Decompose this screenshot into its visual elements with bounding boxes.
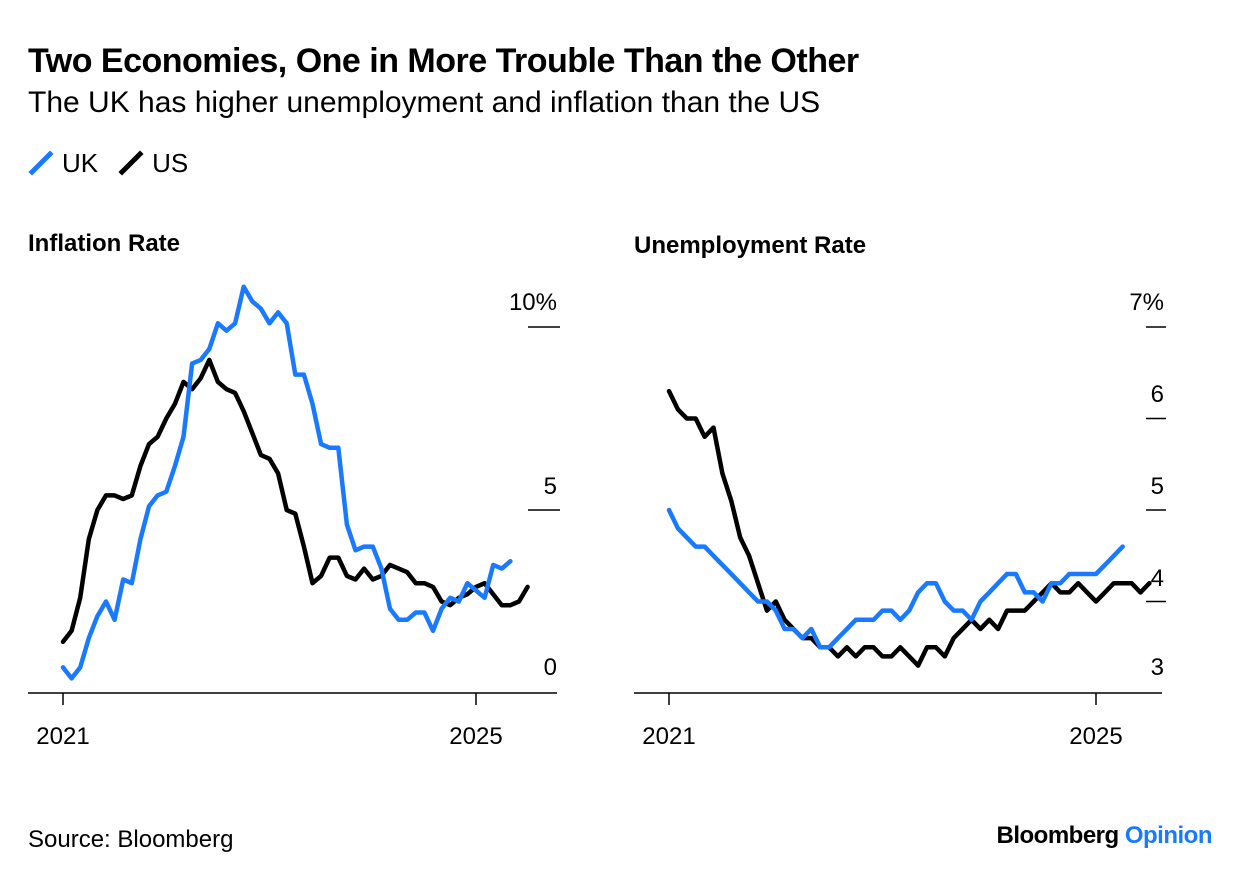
inflation-y-tick-label: 5 <box>544 473 557 500</box>
unemployment-panel-title: Unemployment Rate <box>634 232 867 259</box>
unemployment-y-tick-label: 4 <box>1151 565 1164 592</box>
chart-subtitle: The UK has higher unemployment and infla… <box>28 86 821 119</box>
brand-accent: Opinion <box>1124 822 1213 849</box>
unemployment-series-uk-line <box>666 507 1125 650</box>
inflation-x-tick-label: 2025 <box>449 723 502 750</box>
unemployment-series-us-line <box>666 388 1152 668</box>
unemployment-y-tick-label: 6 <box>1151 381 1164 408</box>
chart-title: Two Economies, One in More Trouble Than … <box>28 42 859 80</box>
unemployment-y-tick-label: 7% <box>1129 289 1164 316</box>
legend-label-uk: UK <box>62 147 99 178</box>
legend: UK US <box>28 146 208 180</box>
inflation-series-us-line <box>60 357 530 645</box>
legend-swatch-us <box>118 150 144 176</box>
inflation-y-tick-label: 10% <box>509 289 557 316</box>
inflation-panel-title: Inflation Rate <box>28 230 181 257</box>
legend-label-us: US <box>152 147 189 178</box>
source-note: Source: Bloomberg <box>28 826 234 853</box>
legend-item-uk: UK <box>28 148 98 179</box>
inflation-series-uk-line <box>60 284 513 681</box>
brand-main: Bloomberg <box>996 822 1120 849</box>
inflation-y-tick-label: 0 <box>544 654 557 681</box>
unemployment-y-tick-label: 3 <box>1151 654 1164 681</box>
legend-item-us: US <box>118 148 188 179</box>
legend-swatch-uk <box>28 150 54 176</box>
brand-logo: Bloomberg Opinion <box>997 822 1213 850</box>
inflation-x-tick-label: 2021 <box>36 723 89 750</box>
unemployment-x-tick-label: 2025 <box>1069 723 1122 750</box>
unemployment-y-tick-label: 5 <box>1151 473 1164 500</box>
unemployment-x-tick-label: 2021 <box>642 723 695 750</box>
